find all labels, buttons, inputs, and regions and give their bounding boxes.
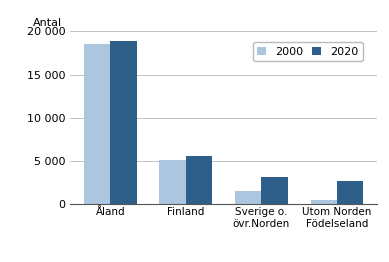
Bar <box>337 181 363 204</box>
Bar <box>84 44 110 204</box>
Bar <box>159 160 186 204</box>
Bar <box>110 41 137 204</box>
Bar <box>261 177 288 204</box>
Bar <box>310 200 337 204</box>
Legend: 2000, 2020: 2000, 2020 <box>253 42 363 61</box>
Bar <box>235 191 261 204</box>
Bar <box>186 156 212 204</box>
Text: Antal: Antal <box>33 18 62 28</box>
